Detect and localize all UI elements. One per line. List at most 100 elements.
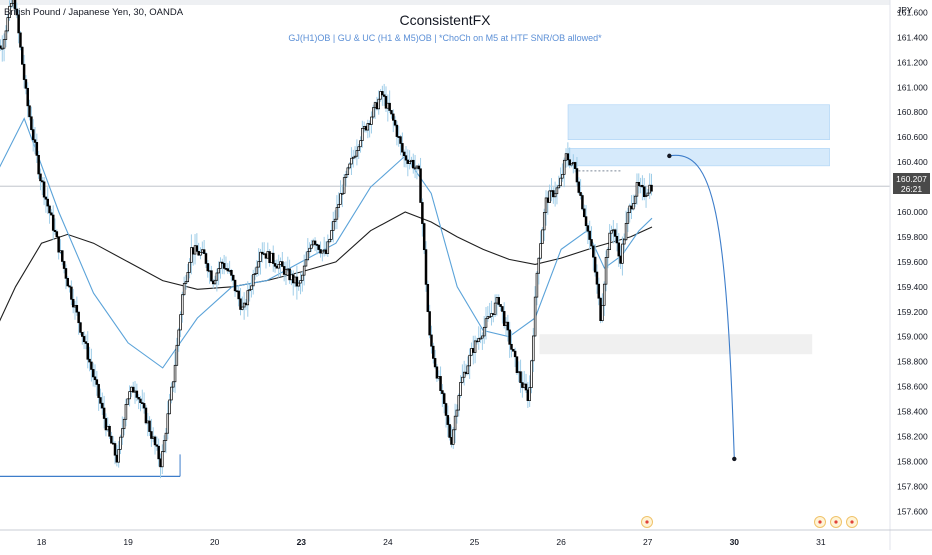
candle-body	[537, 257, 541, 274]
candle-body	[190, 247, 193, 263]
candle-body	[422, 223, 426, 251]
candle-body	[90, 361, 93, 370]
event-marker-dot	[818, 520, 822, 524]
candle-body	[317, 244, 320, 250]
candle-body	[161, 451, 164, 468]
candle-body	[392, 113, 395, 121]
candle-body	[297, 282, 300, 287]
candle-body	[148, 420, 151, 432]
candle-body	[539, 243, 542, 259]
candle-body	[22, 63, 26, 80]
candle-body	[50, 212, 53, 216]
candle-body	[342, 177, 346, 194]
candle-body	[588, 230, 591, 240]
time-tick-label: 26	[556, 537, 566, 547]
candle-body	[624, 223, 628, 241]
candle-body	[186, 272, 190, 282]
candle-body	[31, 129, 35, 141]
event-marker-dot	[645, 520, 649, 524]
candle-body	[199, 252, 202, 256]
candle-body	[548, 190, 551, 203]
candle-body	[352, 156, 355, 159]
candle-body	[79, 322, 82, 333]
candle-body	[82, 336, 86, 343]
candle-body	[592, 245, 595, 258]
candle-body	[350, 157, 353, 165]
candle-body	[144, 407, 148, 424]
candle-body	[217, 268, 220, 274]
candle-body	[273, 263, 277, 267]
candle-body	[182, 283, 186, 296]
last-price-value: 160.207	[896, 174, 927, 184]
candle-body	[68, 285, 71, 288]
candle-body	[168, 399, 171, 415]
candle-body	[155, 444, 159, 447]
candle-body	[586, 225, 590, 232]
time-tick-label: 18	[37, 537, 47, 547]
candle-body	[402, 151, 406, 157]
candle-body	[490, 313, 493, 317]
candle-body	[484, 318, 488, 328]
candle-body	[177, 329, 180, 346]
candle-body	[555, 187, 559, 195]
candle-body	[10, 2, 13, 7]
candle-body	[204, 253, 208, 264]
candle-body	[641, 184, 644, 188]
candle-body	[19, 32, 22, 48]
candle-body	[181, 294, 184, 316]
price-tick-label: 160.000	[897, 207, 928, 217]
candle-body	[295, 276, 299, 287]
candle-body	[568, 159, 571, 166]
candle-body	[335, 207, 339, 220]
candle-body	[604, 257, 608, 285]
candle-body	[86, 343, 89, 360]
candle-body	[535, 272, 539, 298]
candle-body	[284, 268, 288, 275]
candle-body	[515, 356, 519, 373]
candle-body	[361, 128, 364, 141]
candle-body	[390, 110, 393, 115]
price-tick-label: 159.200	[897, 307, 928, 317]
candle-body	[1, 47, 4, 50]
price-tick-label: 157.600	[897, 506, 928, 516]
candle-body	[137, 397, 140, 400]
candle-body	[650, 184, 653, 192]
candle-body	[553, 193, 557, 198]
candle-body	[4, 30, 8, 40]
candle-body	[139, 398, 142, 403]
candle-body	[251, 274, 255, 287]
candle-body	[277, 264, 280, 269]
candle-body	[499, 304, 502, 307]
candle-body	[388, 102, 391, 111]
candle-body	[70, 286, 73, 300]
candle-body	[341, 192, 344, 195]
candle-body	[435, 366, 439, 379]
candle-body	[61, 250, 64, 262]
candle-body	[170, 386, 173, 401]
candle-body	[6, 17, 9, 32]
candle-body	[213, 279, 217, 285]
candle-body	[88, 358, 91, 363]
candle-body	[0, 45, 2, 49]
candle-body	[173, 364, 177, 383]
candle-body	[424, 249, 428, 285]
candle-body	[370, 116, 373, 125]
candle-body	[84, 341, 88, 344]
candle-body	[566, 153, 570, 161]
candle-body	[253, 273, 257, 275]
candle-body	[255, 266, 259, 274]
candle-body	[468, 354, 471, 367]
slow-moving-average	[0, 211, 653, 322]
candle-body	[466, 365, 470, 375]
candle-body	[381, 91, 384, 96]
price-tick-label: 161.200	[897, 57, 928, 67]
candle-body	[41, 180, 44, 183]
candle-body	[66, 277, 69, 287]
candle-body	[21, 46, 24, 65]
candle-body	[310, 244, 313, 249]
candle-body	[259, 251, 262, 262]
candle-body	[382, 94, 386, 97]
candle-body	[210, 270, 213, 282]
